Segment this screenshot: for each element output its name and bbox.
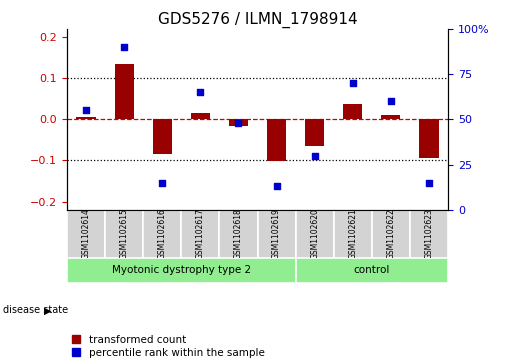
Point: [234, 120, 243, 126]
Point: [120, 44, 128, 50]
Bar: [219, 210, 258, 258]
Title: GDS5276 / ILMN_1798914: GDS5276 / ILMN_1798914: [158, 12, 357, 28]
Point: [349, 80, 357, 86]
Bar: [267, 119, 286, 161]
Bar: [382, 115, 401, 119]
Bar: [143, 210, 181, 258]
Bar: [114, 64, 134, 119]
Point: [82, 107, 90, 113]
Bar: [229, 119, 248, 126]
Text: control: control: [354, 265, 390, 276]
Bar: [76, 117, 96, 119]
Text: GSM1102614: GSM1102614: [81, 208, 91, 259]
Text: GSM1102623: GSM1102623: [424, 208, 434, 259]
Bar: [344, 104, 363, 119]
Text: ▶: ▶: [44, 305, 52, 315]
Text: GSM1102620: GSM1102620: [310, 208, 319, 259]
Legend: transformed count, percentile rank within the sample: transformed count, percentile rank withi…: [72, 335, 265, 358]
Point: [196, 89, 204, 95]
Text: Myotonic dystrophy type 2: Myotonic dystrophy type 2: [112, 265, 251, 276]
Bar: [372, 210, 410, 258]
Bar: [419, 119, 439, 158]
Text: GSM1102617: GSM1102617: [196, 208, 205, 259]
Bar: [410, 210, 448, 258]
Bar: [191, 113, 210, 119]
Point: [272, 183, 281, 189]
Text: GSM1102618: GSM1102618: [234, 208, 243, 259]
Bar: [296, 258, 448, 283]
Text: GSM1102619: GSM1102619: [272, 208, 281, 259]
Bar: [67, 210, 105, 258]
Point: [311, 152, 319, 158]
Point: [158, 180, 166, 185]
Bar: [334, 210, 372, 258]
Bar: [67, 258, 296, 283]
Text: disease state: disease state: [3, 305, 67, 315]
Text: GSM1102621: GSM1102621: [348, 208, 357, 259]
Text: GSM1102622: GSM1102622: [386, 208, 396, 259]
Bar: [105, 210, 143, 258]
Bar: [258, 210, 296, 258]
Point: [425, 180, 433, 185]
Text: GSM1102616: GSM1102616: [158, 208, 167, 259]
Point: [387, 98, 395, 104]
Text: GSM1102615: GSM1102615: [119, 208, 129, 259]
Bar: [181, 210, 219, 258]
Bar: [296, 210, 334, 258]
Bar: [305, 119, 324, 146]
Bar: [153, 119, 172, 154]
